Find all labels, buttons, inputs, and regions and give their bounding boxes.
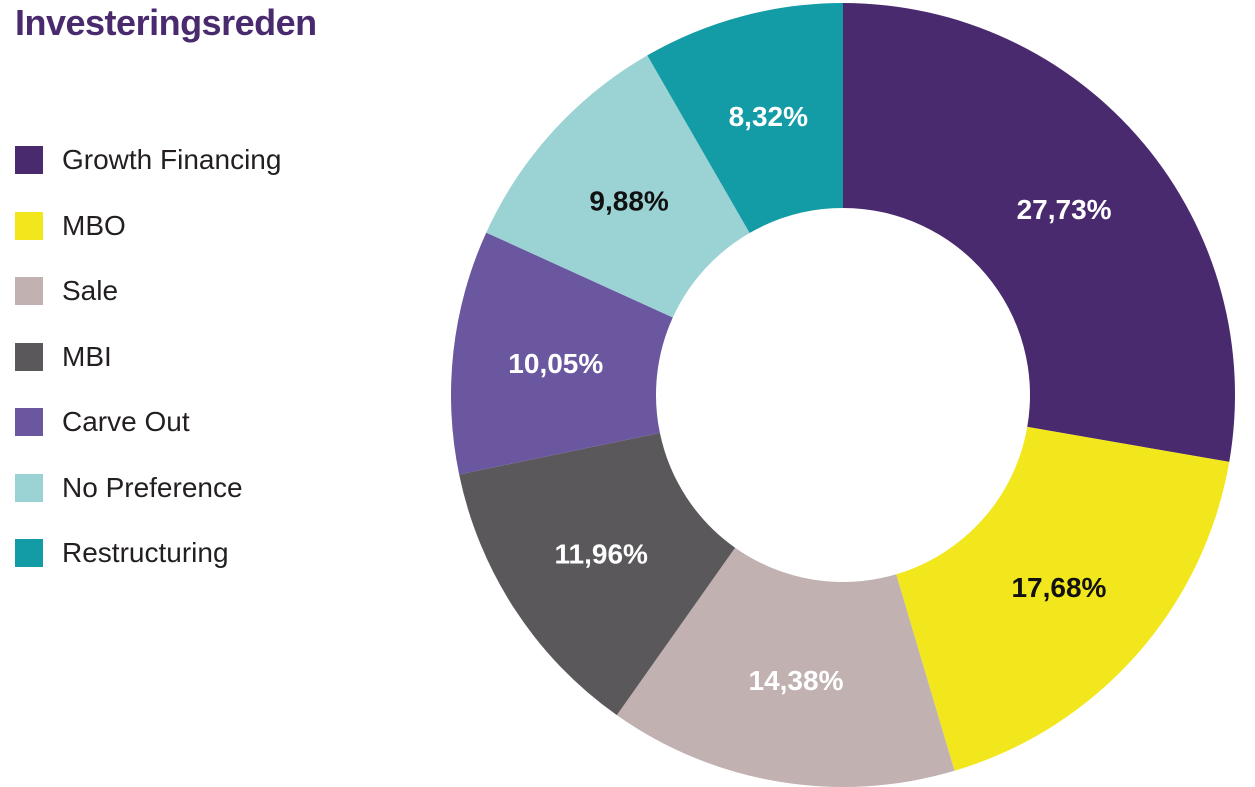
- legend-label: Growth Financing: [62, 144, 282, 175]
- legend-label: MBI: [62, 340, 112, 372]
- legend-swatch: [15, 277, 43, 305]
- legend-label: Restructuring: [62, 537, 229, 568]
- slice-carve-out: [451, 232, 673, 475]
- legend: Growth Financing MBO Sale MBI Carve Out No Pr…: [15, 144, 281, 603]
- legend-swatch: [15, 211, 43, 240]
- legend-swatch: [15, 473, 43, 502]
- data-label: 9,88%: [589, 186, 668, 217]
- data-label: 14,38%: [749, 665, 844, 696]
- data-label: 10,05%: [508, 348, 603, 379]
- data-label: 11,96%: [555, 538, 649, 569]
- slice-sale: [616, 547, 955, 787]
- legend-item: MBI: [15, 341, 281, 373]
- legend-item: No Preference: [15, 472, 281, 504]
- chart-title: Investeringsreden: [15, 2, 317, 43]
- data-label: 27,73%: [1017, 194, 1112, 225]
- data-label: 17,68%: [1011, 572, 1106, 603]
- legend-swatch: [15, 539, 43, 567]
- legend-swatch: [15, 342, 43, 371]
- slice-mbi: [459, 432, 736, 716]
- data-label: 8,32%: [729, 101, 808, 132]
- legend-item: Sale: [15, 275, 281, 307]
- slice-growth-financing: [843, 3, 1235, 462]
- slice-no-preference: [486, 55, 750, 318]
- legend-item: MBO: [15, 210, 281, 242]
- legend-label: No Preference: [62, 471, 243, 503]
- slice-mbo: [896, 426, 1230, 771]
- legend-item: Growth Financing: [15, 144, 281, 176]
- slice-restructuring: [647, 3, 843, 233]
- legend-label: MBO: [62, 209, 126, 241]
- legend-swatch: [15, 146, 43, 174]
- legend-item: Restructuring: [15, 537, 281, 569]
- legend-swatch: [15, 408, 43, 436]
- legend-label: Sale: [62, 275, 119, 306]
- legend-item: Carve Out: [15, 406, 281, 438]
- legend-label: Carve Out: [62, 406, 190, 437]
